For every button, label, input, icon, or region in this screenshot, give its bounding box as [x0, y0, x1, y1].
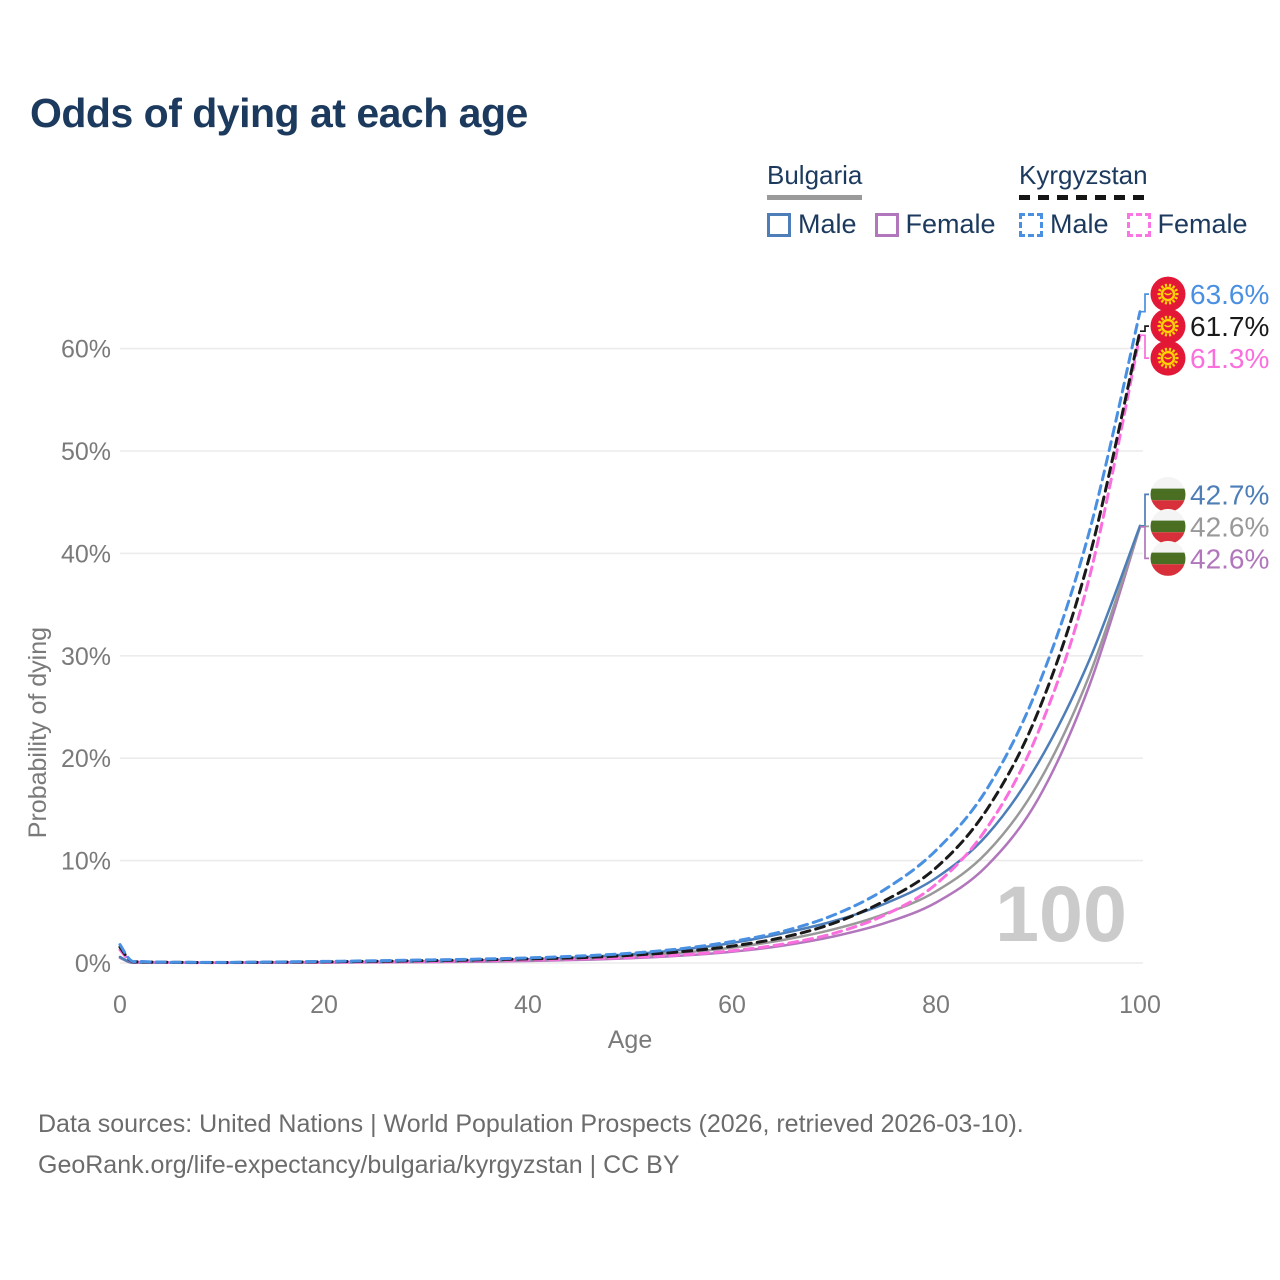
page-title: Odds of dying at each age [30, 90, 528, 136]
leader-line [1140, 293, 1149, 313]
y-tick-label: 60% [61, 336, 111, 364]
legend-item-bulgaria-female[interactable]: Female [874, 209, 996, 240]
series-line-bulgaria-female[interactable] [118, 525, 1142, 965]
x-tick-label: 40 [514, 991, 542, 1019]
end-value-label-bulgaria-female: 42.6% [1190, 543, 1269, 574]
legend-swatch-kyrgyzstan-female [1126, 212, 1151, 237]
legend-underline-dashed [1019, 195, 1148, 200]
line-chart[interactable]: 0% 10% 20% 30% 40% 50% 60% 0 20 40 60 80 100 Age Proba… [0, 0, 1280, 1080]
legend-country-label: Bulgaria [767, 160, 863, 190]
legend-swatch-bulgaria-male [767, 212, 791, 237]
leader-line [1140, 334, 1149, 359]
series-line-bulgaria-both[interactable] [118, 525, 1142, 965]
x-tick-label: 80 [922, 991, 950, 1019]
y-tick-label: 30% [61, 643, 111, 671]
x-tick-label: 100 [1119, 991, 1161, 1019]
leader-line [1140, 325, 1149, 333]
legend-country-kyrgyzstan[interactable]: Kyrgyzstan [1019, 160, 1148, 200]
flag-icon-kyrgyzstan [1150, 276, 1186, 312]
flag-icon-kyrgyzstan [1150, 308, 1186, 344]
x-tick-label: 20 [310, 991, 338, 1019]
flag-icon-bulgaria [1150, 540, 1186, 576]
series-line-kyrgyzstan-male[interactable] [118, 310, 1142, 964]
footer: Data sources: United Nations | World Pop… [38, 1104, 1024, 1186]
legend-swatch-bulgaria-female [874, 212, 899, 237]
legend-group-bulgaria: Bulgaria Male Female [767, 160, 996, 240]
legend-item-bulgaria-male[interactable]: Male [767, 209, 857, 240]
legend-label: Male [798, 209, 857, 239]
legend-label: Male [1050, 209, 1109, 239]
x-tick-label: 0 [113, 991, 127, 1019]
legend-item-kyrgyzstan-male[interactable]: Male [1019, 209, 1109, 240]
legend-country-label: Kyrgyzstan [1019, 160, 1148, 190]
y-axis-title: Probability of dying [24, 627, 52, 838]
end-value-label-kyrgyzstan-both: 61.7% [1190, 311, 1269, 342]
footer-attribution: GeoRank.org/life-expectancy/bulgaria/kyr… [38, 1151, 680, 1179]
flag-icon-bulgaria [1150, 476, 1186, 512]
leader-line [1140, 493, 1149, 527]
legend-label: Female [905, 209, 996, 239]
y-tick-label: 0% [75, 950, 111, 978]
legend-swatch-kyrgyzstan-male [1019, 212, 1043, 237]
legend-underline-solid [767, 195, 863, 200]
leader-line [1140, 525, 1149, 560]
series-line-kyrgyzstan-female[interactable] [118, 333, 1142, 965]
end-value-label-bulgaria-both: 42.6% [1190, 511, 1269, 542]
end-value-label-bulgaria-male: 42.7% [1190, 479, 1269, 510]
age-watermark: 100 [995, 869, 1127, 958]
legend-item-kyrgyzstan-female[interactable]: Female [1126, 209, 1248, 240]
y-tick-label: 40% [61, 540, 111, 568]
x-tick-label: 60 [718, 991, 746, 1019]
end-value-label-kyrgyzstan-female: 61.3% [1190, 343, 1269, 374]
legend-label: Female [1157, 209, 1248, 239]
series-line-kyrgyzstan-both[interactable] [118, 329, 1142, 965]
y-tick-label: 20% [61, 745, 111, 773]
legend-country-bulgaria[interactable]: Bulgaria [767, 160, 863, 200]
x-axis-title: Age [608, 1026, 652, 1054]
flag-icon-kyrgyzstan [1150, 340, 1186, 376]
y-tick-label: 10% [61, 848, 111, 876]
legend-group-kyrgyzstan: Kyrgyzstan Male Female [1019, 160, 1248, 240]
series-line-bulgaria-male[interactable] [118, 524, 1142, 964]
y-tick-label: 50% [61, 438, 111, 466]
footer-data-sources: Data sources: United Nations | World Pop… [38, 1110, 1024, 1138]
flag-icon-bulgaria [1150, 508, 1186, 544]
end-value-label-kyrgyzstan-male: 63.6% [1190, 279, 1269, 310]
